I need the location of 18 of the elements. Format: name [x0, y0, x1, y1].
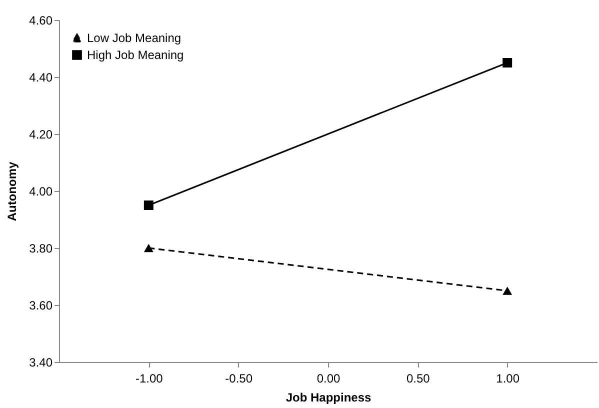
x-tick-label: 0.00: [316, 372, 340, 386]
y-tick-label: 3.60: [29, 298, 53, 312]
y-axis-title: Autonomy: [5, 162, 20, 222]
x-axis-title: Job Happiness: [286, 390, 372, 404]
x-tick-label: -0.50: [225, 372, 253, 386]
y-tick-label: 3.40: [29, 356, 53, 370]
y-tick-label: 3.80: [29, 242, 53, 256]
point: [144, 200, 154, 210]
x-tick-label: 0.50: [406, 372, 430, 386]
point: [502, 58, 512, 68]
y-tick-label: 4.40: [29, 70, 53, 84]
x-tick-label: -1.00: [135, 372, 164, 386]
legend-label: Low Job Meaning: [87, 31, 182, 45]
y-tick-label: 4.00: [29, 184, 53, 198]
x-tick-label: 1.00: [496, 372, 520, 386]
legend-label: High Job Meaning: [87, 48, 184, 62]
y-tick-label: 4.20: [29, 128, 53, 142]
y-tick-label: 4.60: [29, 14, 53, 28]
